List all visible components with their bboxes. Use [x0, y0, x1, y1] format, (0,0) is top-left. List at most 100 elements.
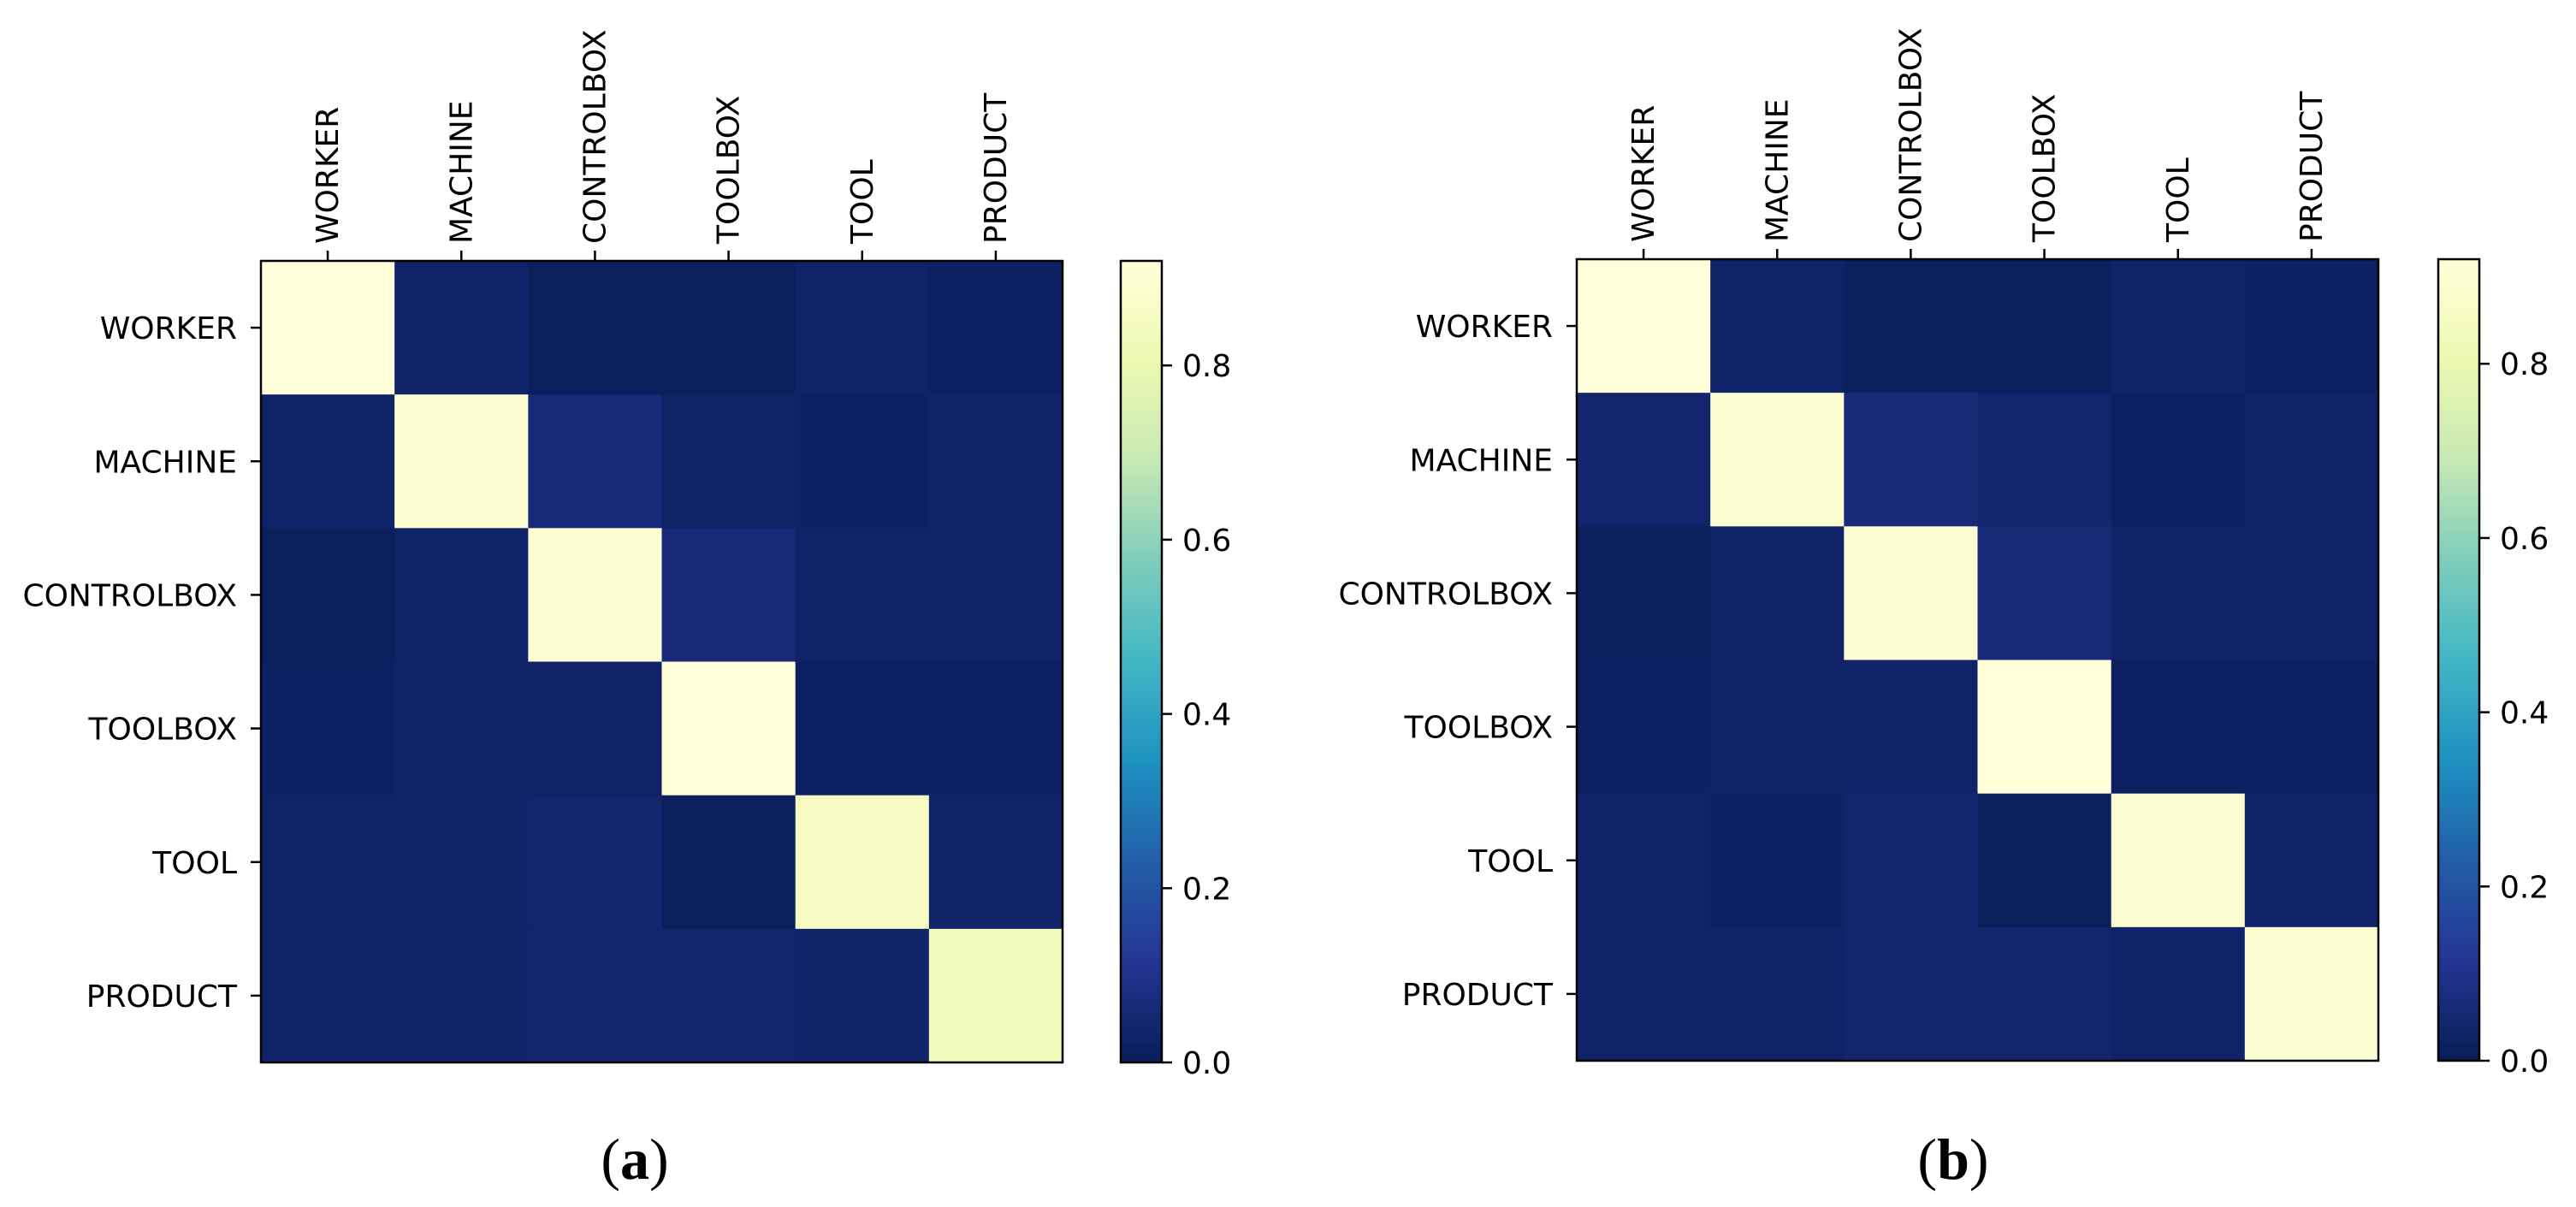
y-tick-label-product: PRODUCT [86, 979, 238, 1015]
heatmap-cell-tool-worker [1577, 793, 1711, 928]
heatmap-cell-worker-controlbox [1844, 259, 1979, 393]
heatmap-cell-machine-tool [795, 394, 930, 529]
x-tick-label-product: PRODUCT [979, 92, 1014, 244]
heatmap-cell-product-controlbox [1844, 926, 1979, 1062]
x-tick-label-toolbox: TOOLBOX [712, 96, 747, 245]
y-tick-label-toolbox: TOOLBOX [88, 713, 237, 748]
colorbar-tick-label: 0.4 [1182, 698, 1231, 733]
y-tick-label-product: PRODUCT [1402, 978, 1554, 1013]
heatmap-cell-worker-tool [795, 261, 930, 395]
heatmap-cell-controlbox-controlbox [1844, 526, 1979, 661]
x-tick-label-controlbox: CONTROLBOX [577, 29, 613, 244]
colorbar [2437, 257, 2481, 1062]
heatmap-cell-controlbox-toolbox [661, 528, 796, 663]
heatmap-cell-machine-machine [394, 394, 529, 529]
colorbar [1119, 259, 1164, 1064]
heatmap-cell-worker-product [2244, 259, 2379, 393]
y-tick-label-tool: TOOL [1467, 844, 1553, 879]
heatmap-cell-product-tool [795, 928, 930, 1063]
heatmap-cell-toolbox-machine [1710, 660, 1845, 795]
heatmap-cell-controlbox-toolbox [1977, 526, 2112, 661]
heatmap-cell-tool-machine [1710, 793, 1845, 928]
heatmap-cell-machine-product [2244, 393, 2379, 527]
heatmap-cell-controlbox-tool [795, 528, 930, 663]
heatmap-cell-toolbox-worker [1577, 660, 1711, 795]
heatmap-panel-a: WORKER MACHINE CONTROLBOX TOOLBOX TOOL PRODUC… [22, 29, 1231, 1081]
heatmap-cell-machine-toolbox [661, 394, 796, 529]
heatmap-cell-worker-controlbox [528, 261, 663, 395]
heatmap-cell-machine-worker [1577, 393, 1711, 527]
heatmap-cell-tool-controlbox [1844, 793, 1979, 928]
y-tick-label-machine: MACHINE [1409, 443, 1553, 478]
x-tick-label-machine: MACHINE [444, 100, 479, 244]
x-tick-label-worker: WORKER [1626, 105, 1661, 242]
heatmap-cell-machine-controlbox [528, 394, 663, 529]
heatmap-cell-product-toolbox [1977, 926, 2112, 1062]
colorbar-tick-label: 0.0 [2500, 1044, 2549, 1080]
x-tick-label-product: PRODUCT [2295, 91, 2330, 242]
heatmap-cell-product-tool [2111, 926, 2246, 1062]
colorbar-tick-label: 0.2 [1182, 872, 1231, 907]
heatmap-cell-toolbox-controlbox [528, 661, 663, 796]
heatmap-cell-tool-tool [795, 795, 930, 930]
heatmap-cell-controlbox-product [2244, 526, 2379, 661]
heatmap-cell-product-product [928, 928, 1063, 1063]
heatmap-cell-controlbox-product [928, 528, 1063, 663]
heatmap-cell-controlbox-tool [2111, 526, 2246, 661]
heatmap-cell-controlbox-worker [261, 528, 395, 663]
y-tick-label-worker: WORKER [1416, 310, 1553, 345]
heatmap-cell-tool-product [2244, 793, 2379, 928]
heatmap-cell-machine-product [928, 394, 1063, 529]
heatmap-cell-toolbox-machine [394, 661, 529, 796]
x-tick-label-tool: TOOL [2161, 157, 2196, 243]
heatmap-cell-product-worker [1577, 926, 1711, 1062]
heatmap-frame [1575, 257, 2380, 1062]
heatmap-cell-controlbox-worker [1577, 526, 1711, 661]
heatmap-cell-worker-product [928, 261, 1063, 395]
y-tick-label-controlbox: CONTROLBOX [22, 578, 237, 613]
x-tick-label-controlbox: CONTROLBOX [1893, 27, 1928, 242]
colorbar-tick-label: 0.2 [2500, 870, 2549, 905]
heatmap-cell-toolbox-product [2244, 660, 2379, 795]
panel-label-a: (a) [601, 1127, 668, 1192]
colorbar-tick-label: 0.6 [2500, 522, 2549, 557]
heatmap-panel-b: WORKER MACHINE CONTROLBOX TOOLBOX TOOL PRODUC… [1338, 27, 2549, 1080]
heatmap-cell-controlbox-machine [1710, 526, 1845, 661]
heatmap-cell-machine-toolbox [1977, 393, 2112, 527]
heatmap-cell-product-machine [1710, 926, 1845, 1062]
heatmap-cell-toolbox-controlbox [1844, 660, 1979, 795]
heatmap-cell-product-controlbox [528, 928, 663, 1063]
heatmap-cell-machine-tool [2111, 393, 2246, 527]
heatmap-cell-product-worker [261, 928, 395, 1063]
colorbar-tick-label: 0.8 [1182, 349, 1231, 384]
heatmap-cell-controlbox-controlbox [528, 528, 663, 663]
heatmap-cell-tool-controlbox [528, 795, 663, 930]
heatmap-cell-product-machine [394, 928, 529, 1063]
heatmap-cell-toolbox-worker [261, 661, 395, 796]
colorbar-tick-label: 0.0 [1182, 1046, 1231, 1081]
x-tick-label-tool: TOOL [845, 159, 880, 245]
heatmap-frame [259, 259, 1064, 1064]
heatmap-cell-worker-worker [261, 261, 395, 395]
heatmap-cell-tool-worker [261, 795, 395, 930]
heatmap-cell-tool-toolbox [1977, 793, 2112, 928]
panel-label-b: (b) [1917, 1127, 1988, 1192]
heatmap-cell-controlbox-machine [394, 528, 529, 663]
heatmap-cell-tool-machine [394, 795, 529, 930]
heatmap-cell-machine-worker [261, 394, 395, 529]
heatmap-cell-worker-toolbox [1977, 259, 2112, 393]
heatmap-cell-toolbox-toolbox [1977, 660, 2112, 795]
colorbar-tick-label: 0.4 [2500, 696, 2549, 731]
x-tick-label-machine: MACHINE [1760, 98, 1795, 242]
y-tick-label-toolbox: TOOLBOX [1404, 711, 1553, 746]
colorbar-tick-label: 0.8 [2500, 347, 2549, 382]
heatmap-cell-toolbox-tool [2111, 660, 2246, 795]
heatmap-cell-worker-machine [1710, 259, 1845, 393]
heatmap-cell-toolbox-tool [795, 661, 930, 796]
heatmap-cell-worker-worker [1577, 259, 1711, 393]
y-tick-label-tool: TOOL [151, 846, 237, 881]
y-tick-label-worker: WORKER [100, 311, 237, 346]
y-tick-label-controlbox: CONTROLBOX [1338, 577, 1553, 612]
heatmap-cell-product-product [2244, 926, 2379, 1062]
